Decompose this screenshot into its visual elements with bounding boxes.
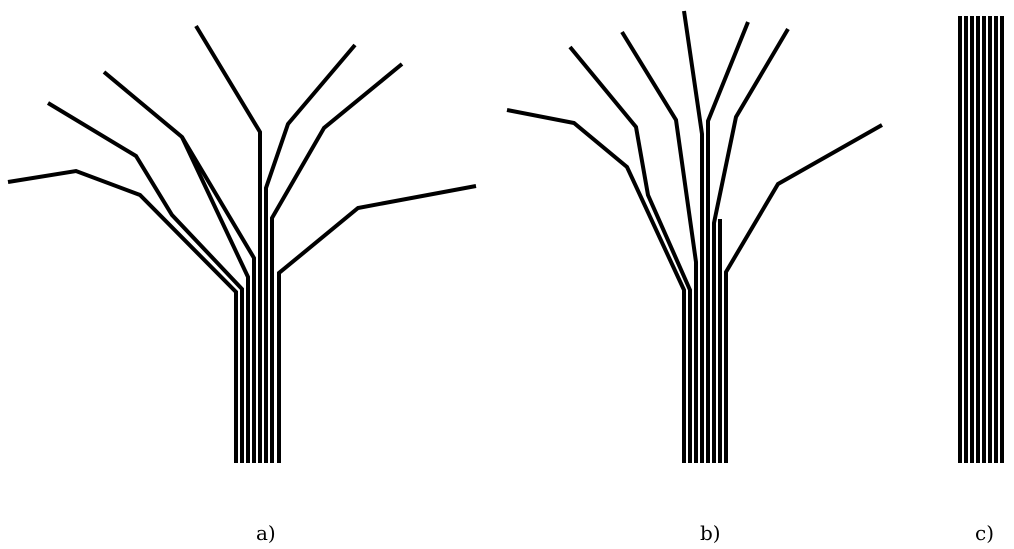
tree-b-branch-8 xyxy=(724,123,883,463)
tree-a-branch-1 xyxy=(7,168,238,463)
panel-label-b: b) xyxy=(700,521,721,545)
panel-c-bundle xyxy=(958,16,1004,463)
tree-b-branch-5 xyxy=(706,21,750,463)
tree-a-branch-7 xyxy=(270,62,404,463)
tree-b-branch-3 xyxy=(620,30,698,463)
tree-b-branch-4 xyxy=(682,10,704,463)
tree-a-branch-5 xyxy=(194,24,262,463)
tree-a-branch-6 xyxy=(264,43,357,463)
panel-label-c: c) xyxy=(975,521,994,545)
tree-b-branch-1 xyxy=(506,108,686,463)
tree-b-branch-6 xyxy=(712,27,790,463)
tree-a-branch-3 xyxy=(102,70,250,463)
tree-a-branch-4 xyxy=(180,135,256,463)
panel-a-tree xyxy=(7,24,477,463)
tree-a-branch-8 xyxy=(277,184,477,463)
panel-b-tree xyxy=(506,10,883,463)
tree-b-branch-2 xyxy=(568,45,692,463)
tree-a-branch-2 xyxy=(46,101,244,463)
panel-label-a: a) xyxy=(256,521,276,545)
